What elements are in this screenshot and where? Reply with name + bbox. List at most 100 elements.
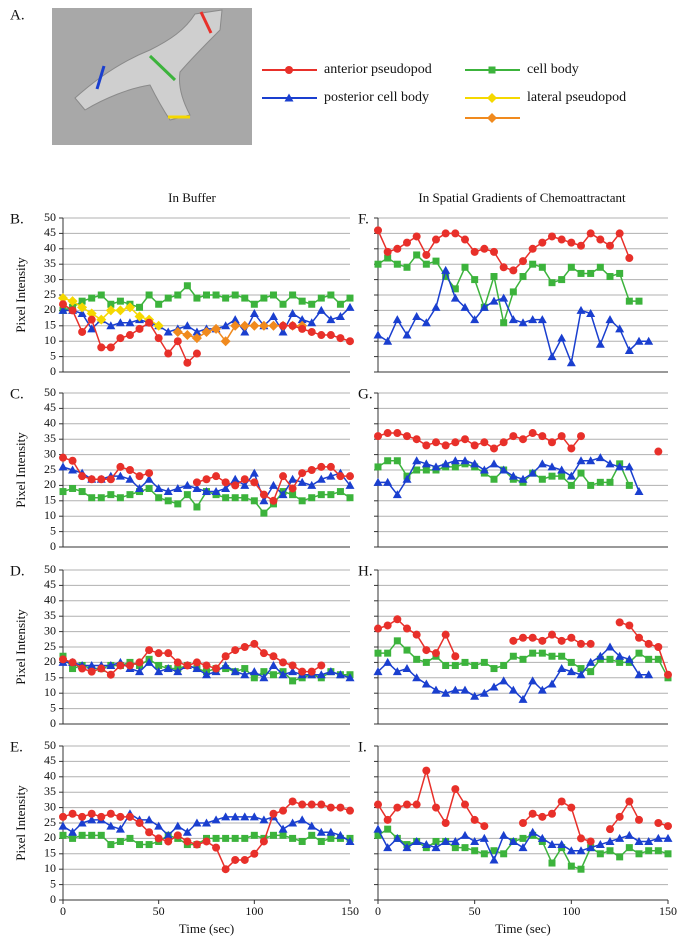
data-point [625, 797, 633, 805]
chart: D.05101520253035404550Pixel Intensity [10, 562, 355, 730]
data-point [393, 429, 401, 437]
data-point [384, 826, 391, 833]
series-line [378, 771, 668, 842]
data-point [567, 358, 576, 366]
data-point [336, 804, 344, 812]
data-point [193, 658, 201, 666]
data-point [374, 432, 382, 440]
data-point [664, 671, 672, 679]
data-point [60, 488, 67, 495]
y-tick-label: 45 [44, 225, 56, 239]
x-tick-label: 50 [469, 904, 481, 918]
data-point [288, 475, 297, 483]
data-point [78, 813, 86, 821]
data-point [587, 640, 595, 648]
data-point [299, 497, 306, 504]
data-point [403, 239, 411, 247]
data-point [279, 658, 287, 666]
data-point [636, 650, 643, 657]
data-point [587, 668, 594, 675]
data-point [461, 831, 470, 839]
data-point [558, 637, 566, 645]
data-point [568, 482, 575, 489]
data-point [193, 478, 201, 486]
data-point [394, 457, 401, 464]
data-point [626, 482, 633, 489]
data-point [462, 264, 469, 271]
data-point [222, 295, 229, 302]
data-point [164, 649, 172, 657]
y-tick-label: 0 [50, 892, 56, 906]
data-point [519, 843, 528, 851]
data-point [557, 334, 566, 342]
data-point [117, 838, 124, 845]
data-point [298, 668, 306, 676]
data-point [432, 236, 440, 244]
data-point [289, 797, 297, 805]
data-point [645, 656, 652, 663]
data-point [232, 835, 239, 842]
data-point [616, 229, 624, 237]
data-point [442, 819, 450, 827]
data-point [126, 835, 133, 842]
chart: F. [358, 211, 668, 372]
data-point [183, 359, 191, 367]
data-point [260, 510, 267, 517]
data-point [413, 435, 421, 443]
data-point [548, 679, 557, 687]
data-point [270, 292, 277, 299]
data-point [451, 229, 459, 237]
data-point [529, 261, 536, 268]
data-point [346, 337, 354, 345]
panel-label: A. [10, 7, 25, 23]
data-point [126, 466, 134, 474]
y-tick-label: 35 [44, 608, 56, 622]
data-point [375, 650, 382, 657]
data-point [625, 254, 633, 262]
data-point [577, 834, 585, 842]
data-point [538, 637, 546, 645]
y-tick-label: 35 [44, 431, 56, 445]
data-point [461, 435, 469, 443]
data-point [432, 686, 441, 694]
data-point [529, 634, 537, 642]
data-point [606, 825, 614, 833]
data-point [184, 282, 191, 289]
data-point [88, 494, 95, 501]
data-point [347, 494, 354, 501]
x-tick-label: 0 [375, 904, 381, 918]
data-point [413, 631, 421, 639]
y-tick-label: 25 [44, 287, 56, 301]
data-point [548, 810, 556, 818]
data-point [490, 248, 498, 256]
data-point [520, 273, 527, 280]
data-point [115, 305, 125, 315]
y-tick-label: 10 [44, 333, 56, 347]
data-point [422, 767, 430, 775]
data-point [423, 261, 430, 268]
data-point [597, 850, 604, 857]
figure: A. anterior pseudopodposterior cell body… [0, 0, 691, 944]
data-point [567, 472, 576, 480]
y-tick-label: 30 [44, 271, 56, 285]
data-point [567, 634, 575, 642]
data-point [491, 665, 498, 672]
data-point [539, 476, 546, 483]
data-point [260, 491, 268, 499]
data-point [432, 303, 441, 311]
data-point [567, 444, 575, 452]
data-point [145, 319, 153, 327]
data-point [519, 634, 527, 642]
data-point [222, 652, 230, 660]
data-point [308, 832, 315, 839]
data-point [174, 831, 182, 839]
data-point [558, 653, 565, 660]
data-point [136, 819, 144, 827]
data-point [346, 807, 354, 815]
y-tick-label: 10 [44, 508, 56, 522]
x-tick-label: 150 [659, 904, 677, 918]
data-point [116, 661, 124, 669]
data-point [578, 866, 585, 873]
data-point [174, 658, 182, 666]
data-point [184, 491, 191, 498]
